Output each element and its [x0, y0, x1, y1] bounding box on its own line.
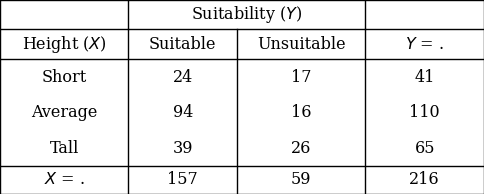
Text: 24: 24 [173, 69, 193, 86]
Text: Unsuitable: Unsuitable [257, 36, 346, 53]
Text: 16: 16 [291, 104, 312, 121]
Text: Suitability ($Y$): Suitability ($Y$) [191, 4, 302, 25]
Text: 110: 110 [409, 104, 440, 121]
Text: 94: 94 [172, 104, 193, 121]
Text: Height ($X$): Height ($X$) [22, 34, 106, 55]
Text: 39: 39 [172, 140, 193, 157]
Text: 216: 216 [409, 171, 440, 188]
Text: $Y$ = .: $Y$ = . [405, 36, 444, 53]
Text: 59: 59 [291, 171, 312, 188]
Text: 157: 157 [167, 171, 198, 188]
Text: 41: 41 [414, 69, 435, 86]
Text: Suitable: Suitable [149, 36, 216, 53]
Text: 26: 26 [291, 140, 312, 157]
Text: 17: 17 [291, 69, 312, 86]
Text: 65: 65 [414, 140, 435, 157]
Text: Average: Average [31, 104, 97, 121]
Text: $X$ = .: $X$ = . [44, 171, 85, 188]
Text: Tall: Tall [49, 140, 79, 157]
Text: Short: Short [42, 69, 87, 86]
